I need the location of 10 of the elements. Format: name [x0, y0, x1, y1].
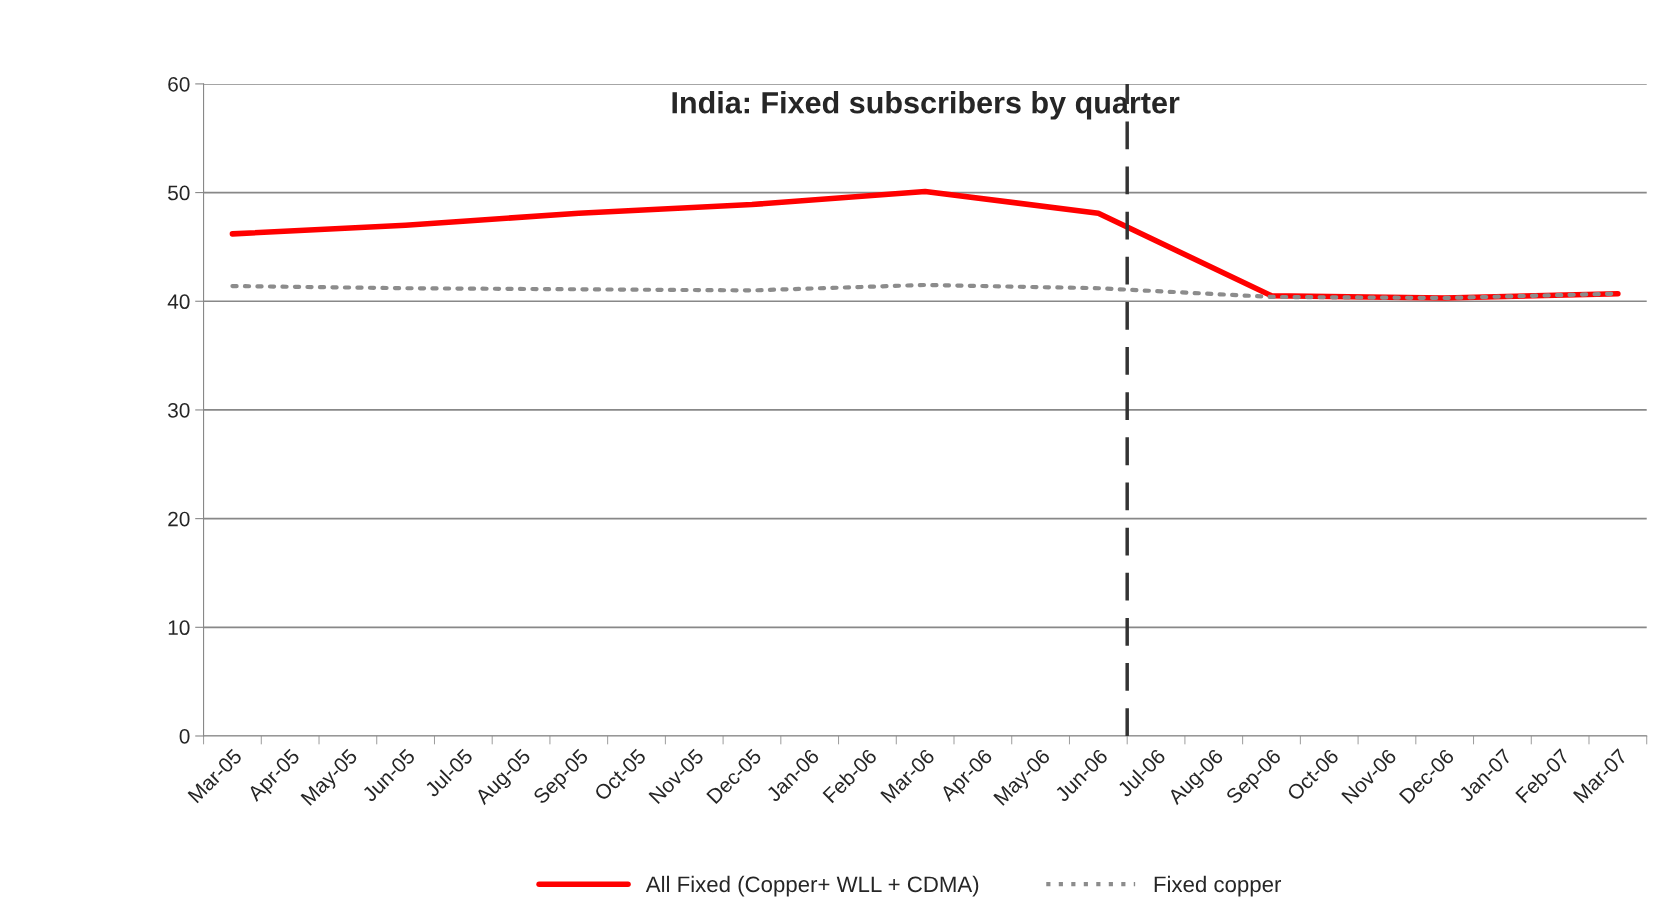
y-tick-label: 30	[167, 402, 190, 418]
y-tick-label: 50	[168, 185, 190, 201]
y-tick-label: 20	[168, 511, 190, 527]
y-tick-label: 40	[167, 294, 190, 310]
y-tick-label: 60	[168, 76, 190, 92]
legend-label: Fixed copper	[1154, 875, 1282, 897]
y-tick-label: 0	[179, 728, 190, 744]
chart-title: India: Fixed subscribers by quarter	[672, 91, 1180, 120]
legend-label: All Fixed (Copper+ WLL + CDMA)	[645, 875, 979, 897]
y-tick-label: 10	[168, 620, 190, 636]
